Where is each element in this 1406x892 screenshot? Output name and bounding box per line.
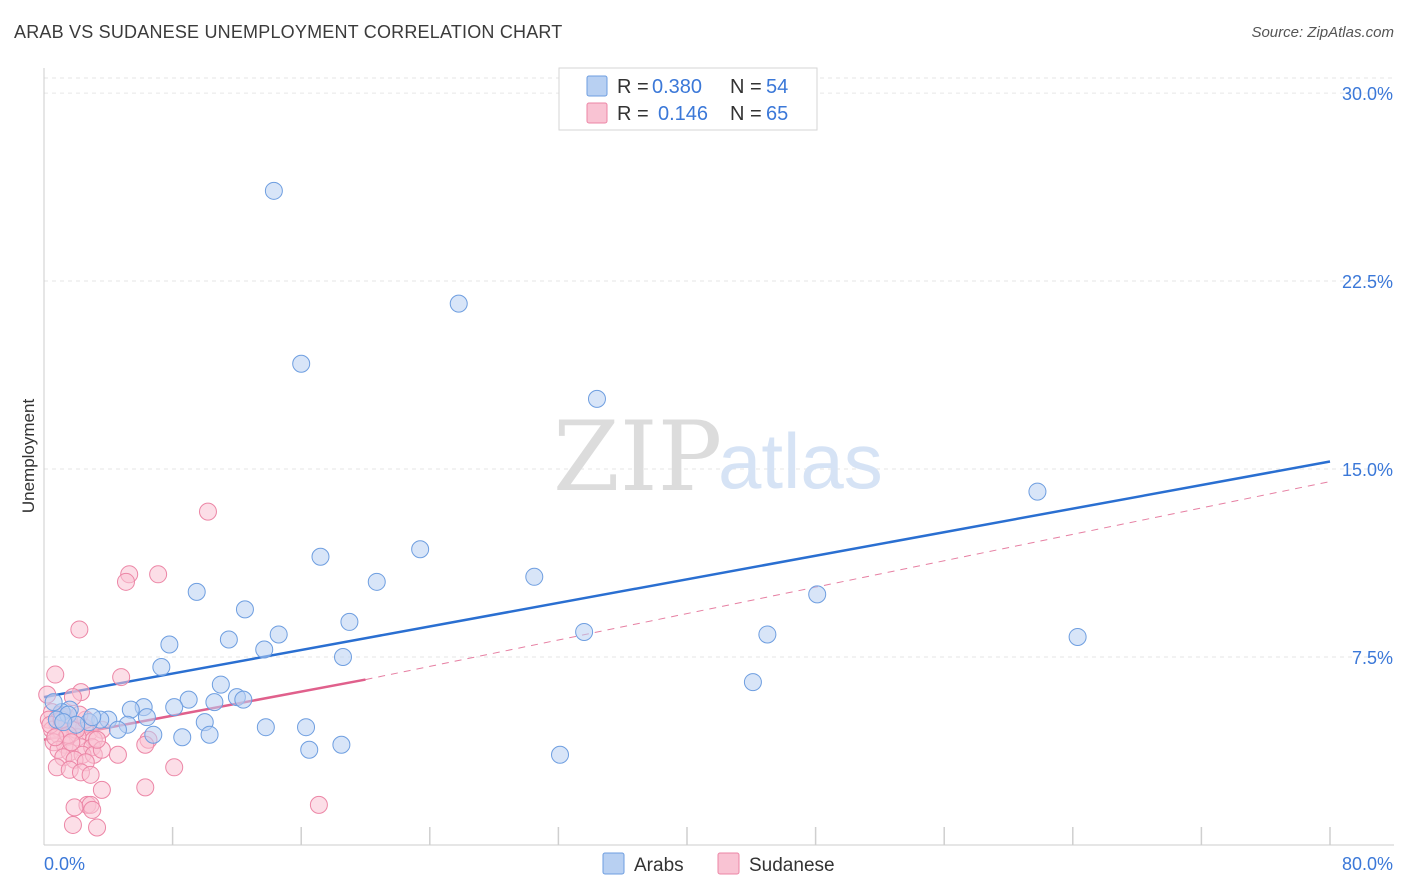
y-tick-label: 15.0% bbox=[1342, 460, 1393, 480]
arabs-point[interactable] bbox=[187, 582, 206, 601]
arabs-point[interactable] bbox=[235, 600, 254, 619]
arabs-r-label: R = bbox=[617, 76, 649, 98]
x-tick-label: 0.0% bbox=[44, 854, 85, 874]
sudanese-swatch bbox=[586, 102, 608, 124]
arabs-point[interactable] bbox=[300, 740, 319, 759]
sudanese-point[interactable] bbox=[65, 798, 84, 817]
arabs-point[interactable] bbox=[808, 585, 827, 604]
arabs-point[interactable] bbox=[264, 181, 283, 200]
sudanese-n-value: 65 bbox=[766, 103, 788, 125]
arabs-point[interactable] bbox=[173, 728, 192, 747]
arabs-n-label: N = bbox=[730, 76, 762, 98]
sudanese-point[interactable] bbox=[112, 668, 131, 687]
legend-sudanese-label: Sudanese bbox=[749, 855, 835, 876]
arabs-point[interactable] bbox=[411, 540, 430, 559]
arabs-point[interactable] bbox=[160, 635, 179, 654]
chart-title: ARAB VS SUDANESE UNEMPLOYMENT CORRELATIO… bbox=[14, 22, 563, 42]
arabs-point[interactable] bbox=[269, 625, 288, 644]
arabs-point[interactable] bbox=[83, 708, 102, 727]
arabs-point[interactable] bbox=[367, 572, 386, 591]
sudanese-r-value: 0.146 bbox=[658, 103, 708, 125]
sudanese-point[interactable] bbox=[136, 778, 155, 797]
arabs-point[interactable] bbox=[144, 725, 163, 744]
y-tick-label: 30.0% bbox=[1342, 84, 1393, 104]
arabs-trend-line bbox=[43, 460, 1331, 699]
arabs-point[interactable] bbox=[54, 713, 73, 732]
series-legend: Arabs Sudanese bbox=[602, 852, 835, 876]
arabs-point[interactable] bbox=[297, 718, 316, 737]
arabs-point[interactable] bbox=[121, 700, 140, 719]
sudanese-point[interactable] bbox=[92, 780, 111, 799]
sudanese-trend-extension bbox=[365, 481, 1331, 681]
arabs-point[interactable] bbox=[333, 648, 352, 667]
arabs-point[interactable] bbox=[587, 389, 606, 408]
watermark-atlas: atlas bbox=[718, 417, 883, 505]
arabs-point[interactable] bbox=[1028, 482, 1047, 501]
legend-sudanese-swatch bbox=[717, 852, 740, 875]
sudanese-point[interactable] bbox=[83, 800, 102, 819]
x-tick-label: 80.0% bbox=[1342, 854, 1393, 874]
sudanese-n-label: N = bbox=[730, 103, 762, 125]
watermark: ZIP atlas bbox=[553, 401, 883, 513]
sudanese-point[interactable] bbox=[46, 665, 65, 684]
arabs-point[interactable] bbox=[256, 718, 275, 737]
watermark-zip: ZIP bbox=[553, 401, 722, 513]
arabs-point[interactable] bbox=[234, 690, 253, 709]
arabs-point[interactable] bbox=[292, 354, 311, 373]
sudanese-point[interactable] bbox=[116, 572, 135, 591]
arabs-n-value: 54 bbox=[766, 76, 788, 98]
y-axis-label: Unemployment bbox=[19, 399, 38, 514]
sudanese-point[interactable] bbox=[62, 733, 81, 752]
sudanese-point[interactable] bbox=[309, 795, 328, 814]
sudanese-points bbox=[38, 502, 328, 837]
arabs-point[interactable] bbox=[551, 745, 570, 764]
gridlines bbox=[44, 77, 1394, 658]
arabs-point[interactable] bbox=[449, 294, 468, 313]
arabs-point[interactable] bbox=[1068, 627, 1087, 646]
arabs-point[interactable] bbox=[179, 690, 198, 709]
sudanese-point[interactable] bbox=[46, 728, 65, 747]
source-credit: Source: ZipAtlas.com bbox=[1251, 24, 1394, 41]
sudanese-point[interactable] bbox=[63, 815, 82, 834]
x-ticks: 0.0% 80.0% bbox=[44, 827, 1393, 874]
legend-arabs-swatch bbox=[602, 852, 625, 875]
arabs-point[interactable] bbox=[219, 630, 238, 649]
arabs-point[interactable] bbox=[211, 675, 230, 694]
arabs-point[interactable] bbox=[575, 622, 594, 641]
arabs-point[interactable] bbox=[200, 725, 219, 744]
arabs-point[interactable] bbox=[758, 625, 777, 644]
sudanese-point[interactable] bbox=[88, 730, 107, 749]
arabs-point[interactable] bbox=[525, 567, 544, 586]
arabs-r-value: 0.380 bbox=[652, 76, 702, 98]
arabs-point[interactable] bbox=[108, 720, 127, 739]
arabs-point[interactable] bbox=[165, 698, 184, 717]
arabs-point[interactable] bbox=[44, 693, 63, 712]
arabs-point[interactable] bbox=[137, 708, 156, 727]
sudanese-point[interactable] bbox=[70, 620, 89, 639]
arabs-swatch bbox=[586, 75, 608, 97]
sudanese-point[interactable] bbox=[88, 818, 107, 837]
sudanese-point[interactable] bbox=[165, 758, 184, 777]
arabs-point[interactable] bbox=[255, 640, 274, 659]
legend-arabs-label: Arabs bbox=[634, 855, 684, 876]
y-tick-labels: 7.5% 15.0% 22.5% 30.0% bbox=[1342, 84, 1393, 668]
arabs-point[interactable] bbox=[311, 547, 330, 566]
arabs-point[interactable] bbox=[332, 735, 351, 754]
arabs-point[interactable] bbox=[340, 612, 359, 631]
y-tick-label: 22.5% bbox=[1342, 272, 1393, 292]
arabs-point[interactable] bbox=[205, 693, 224, 712]
arabs-point[interactable] bbox=[743, 673, 762, 692]
sudanese-point[interactable] bbox=[198, 502, 217, 521]
sudanese-point[interactable] bbox=[81, 765, 100, 784]
arabs-point[interactable] bbox=[152, 658, 171, 677]
sudanese-point[interactable] bbox=[149, 565, 168, 584]
arabs-points bbox=[44, 181, 1087, 764]
sudanese-r-label: R = bbox=[617, 103, 649, 125]
y-tick-label: 7.5% bbox=[1352, 648, 1393, 668]
sudanese-point[interactable] bbox=[108, 745, 127, 764]
stats-legend: R = 0.380 N = 54 R = 0.146 N = 65 bbox=[558, 67, 818, 131]
